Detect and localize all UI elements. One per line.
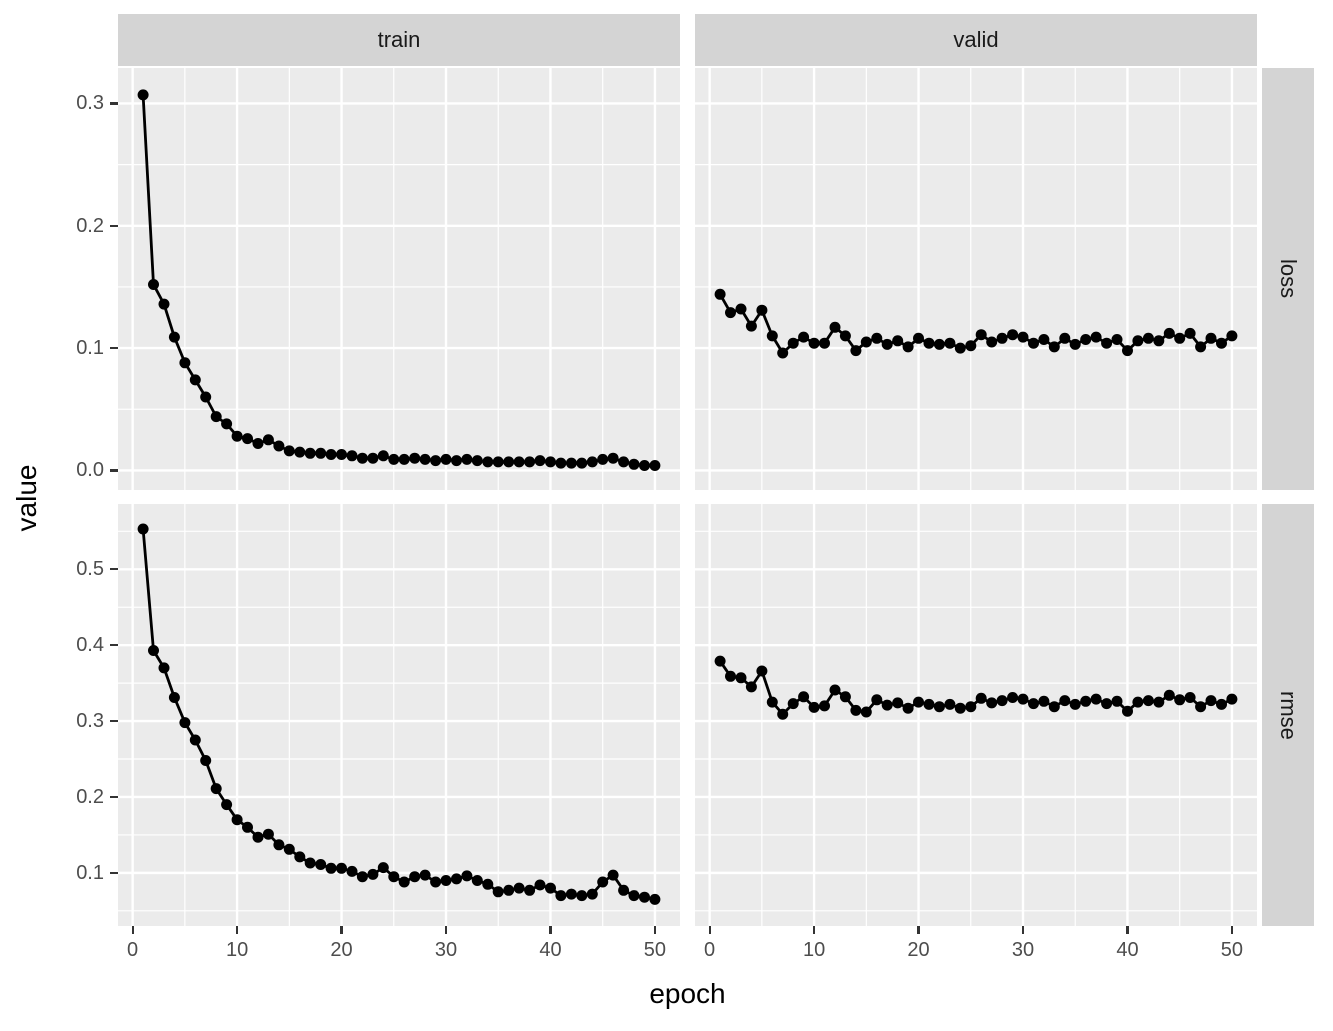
x-tick-mark <box>708 926 711 934</box>
x-tick-label: 30 <box>1011 939 1035 961</box>
x-tick-label: 20 <box>330 939 353 961</box>
panel-valid-rmse-plot <box>695 504 1257 926</box>
facet-strip-valid: valid <box>695 14 1257 66</box>
y-tick-label: 0.4 <box>76 634 104 657</box>
y-tick-label: 0.1 <box>76 861 104 884</box>
panel-valid-rmse <box>695 504 1257 926</box>
panel-valid-loss-plot <box>695 68 1257 490</box>
facet-strip-rmse-label: rmse <box>1276 690 1301 740</box>
x-tick-label: 10 <box>802 939 826 961</box>
x-tick-label: 0 <box>704 939 716 961</box>
y-tick-label: 0.3 <box>76 92 104 115</box>
panel-train-rmse-plot <box>118 504 680 926</box>
facet-strip-rmse: rmse <box>1262 504 1314 926</box>
x-tick-label: 0 <box>127 939 139 961</box>
facet-strip-loss: loss <box>1262 68 1314 490</box>
x-tick-label: 30 <box>434 939 458 961</box>
x-tick-mark <box>653 926 657 934</box>
y-tick-mark <box>110 871 118 874</box>
y-tick-label: 0.2 <box>76 785 104 808</box>
x-tick-label: 20 <box>907 939 930 961</box>
panel-train-loss-plot <box>118 68 680 490</box>
y-tick-label: 0.3 <box>76 710 104 733</box>
y-tick-mark <box>110 469 118 472</box>
panel-train-rmse <box>118 504 680 926</box>
x-tick-label: 50 <box>1220 939 1244 961</box>
x-tick-label: 40 <box>539 939 562 961</box>
panel-train-loss <box>118 68 680 490</box>
y-tick-label: 0.0 <box>76 459 104 482</box>
x-tick-mark <box>549 926 552 934</box>
facet-strip-loss-label: loss <box>1276 259 1301 299</box>
y-tick-label: 0.2 <box>76 214 104 237</box>
x-tick-mark <box>812 926 816 934</box>
x-tick-label: 10 <box>225 939 249 961</box>
x-tick-mark <box>1230 926 1234 934</box>
facet-strip-train-label: train <box>377 27 421 52</box>
y-tick-mark <box>110 102 118 105</box>
x-axis-title: epoch <box>649 978 726 1009</box>
y-tick-label: 0.5 <box>76 558 104 581</box>
y-tick-mark <box>110 719 118 723</box>
x-tick-mark <box>444 926 448 934</box>
y-tick-label: 0.1 <box>76 337 104 360</box>
y-tick-mark <box>110 644 118 647</box>
x-tick-mark <box>917 926 920 934</box>
panel-valid-loss <box>695 68 1257 490</box>
facet-strip-valid-label: valid <box>953 27 999 52</box>
y-tick-mark <box>110 347 118 350</box>
y-tick-mark <box>110 568 118 571</box>
y-axis-title: value <box>11 464 42 532</box>
y-tick-mark <box>110 224 118 227</box>
x-tick-mark <box>131 926 134 934</box>
y-tick-mark <box>110 795 118 799</box>
x-tick-mark <box>1126 926 1129 934</box>
x-tick-label: 40 <box>1116 939 1139 961</box>
x-tick-mark <box>235 926 239 934</box>
x-tick-label: 50 <box>643 939 667 961</box>
facet-strip-train: train <box>118 14 680 66</box>
x-tick-mark <box>340 926 343 934</box>
x-tick-mark <box>1021 926 1025 934</box>
